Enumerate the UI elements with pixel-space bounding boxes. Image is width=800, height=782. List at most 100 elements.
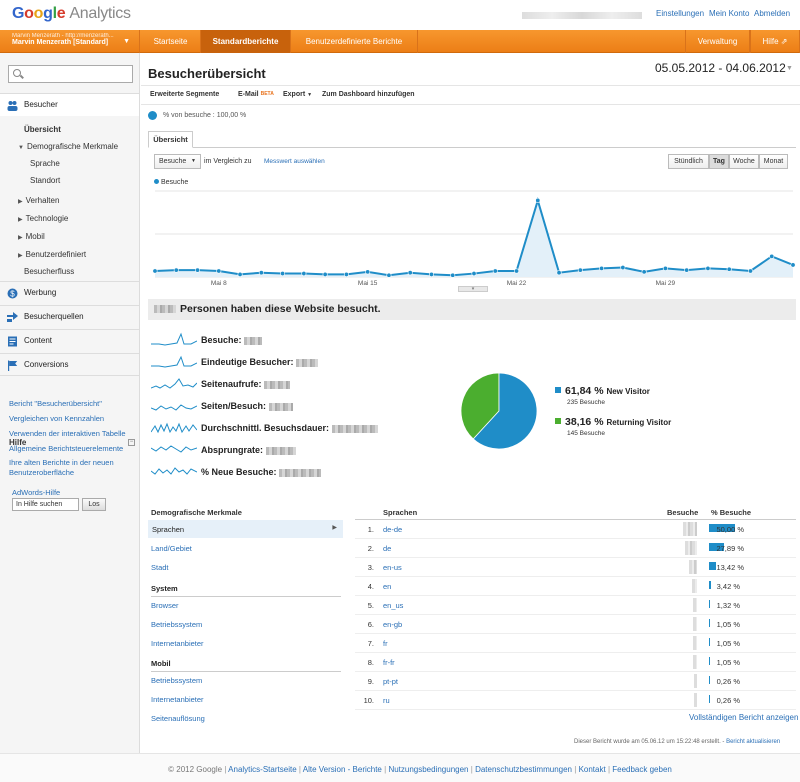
data-point[interactable] — [769, 253, 775, 259]
sidebar-item-advertising[interactable]: $ Werbung — [0, 281, 139, 304]
data-point[interactable] — [684, 267, 690, 273]
data-point[interactable] — [514, 268, 520, 274]
granularity-day[interactable]: Tag — [709, 154, 729, 169]
demographics-item-country[interactable]: Land/Gebiet — [151, 544, 192, 553]
help-search-button[interactable]: Los — [82, 498, 106, 511]
tab-overview[interactable]: Übersicht — [148, 131, 193, 148]
data-point[interactable] — [322, 271, 328, 277]
footer-link[interactable]: Kontakt — [578, 765, 606, 774]
help-link[interactable]: Allgemeine Berichtsteuerelemente — [9, 444, 124, 453]
data-point[interactable] — [556, 270, 562, 276]
data-point[interactable] — [620, 265, 626, 271]
data-point[interactable] — [662, 265, 668, 271]
pie-slice-new-visitor[interactable] — [472, 372, 538, 450]
advanced-segments-button[interactable]: Erweiterte Segmente — [150, 91, 220, 98]
add-to-dashboard-button[interactable]: Zum Dashboard hinzufügen — [322, 91, 415, 98]
sidebar-item-traffic-sources[interactable]: Besucherquellen — [0, 305, 139, 328]
language-link[interactable]: pt-pt — [383, 677, 399, 686]
sidebar-item-custom[interactable]: ▶ Benutzerdefiniert — [18, 250, 86, 259]
mobile-item-os[interactable]: Betriebssystem — [151, 676, 203, 685]
data-point[interactable] — [428, 271, 434, 277]
sidebar-item-language[interactable]: Sprache — [30, 159, 60, 168]
table-row[interactable]: 1. de-de 50,00 % — [355, 520, 796, 539]
data-point[interactable] — [280, 271, 286, 277]
data-point[interactable] — [237, 271, 243, 277]
tab-standard-reports[interactable]: Standardberichte — [201, 30, 291, 53]
visits-line-chart[interactable]: Mai 8 Mai 15 Mai 22 Mai 29 — [151, 189, 799, 287]
language-link[interactable]: de-de — [383, 525, 403, 534]
table-row[interactable]: 7. fr 1,05 % — [355, 634, 796, 653]
data-point[interactable] — [386, 272, 392, 278]
data-point[interactable] — [726, 266, 732, 272]
table-row[interactable]: 4. en 3,42 % — [355, 577, 796, 596]
table-row[interactable]: 5. en_us 1,32 % — [355, 596, 796, 615]
adwords-help-link[interactable]: AdWords-Hilfe — [12, 488, 61, 497]
data-point[interactable] — [641, 269, 647, 275]
sidebar-item-visitors[interactable]: Besucher — [0, 93, 139, 116]
footer-link[interactable]: Datenschutzbestimmungen — [475, 765, 573, 774]
data-point[interactable] — [152, 268, 158, 274]
table-row[interactable]: 10. ru 0,26 % — [355, 691, 796, 710]
help-link[interactable]: Verwenden der interaktiven Tabelle — [9, 429, 126, 438]
sidebar-item-content[interactable]: Content — [0, 329, 139, 352]
date-range-picker[interactable]: 05.05.2012 - 04.06.2012 — [655, 61, 786, 75]
table-row[interactable]: 9. pt-pt 0,26 % — [355, 672, 796, 691]
sidebar-item-location[interactable]: Standort — [30, 176, 61, 185]
profile-selector[interactable]: Marvin Menzerath - http://menzerath... M… — [0, 30, 140, 53]
data-point[interactable] — [343, 271, 349, 277]
language-link[interactable]: fr — [383, 639, 388, 648]
select-metric-link[interactable]: Messwert auswählen — [264, 158, 325, 165]
chart-resize-handle[interactable]: ▾ — [458, 286, 488, 292]
export-button[interactable]: Export ▼ — [283, 91, 312, 98]
data-point[interactable] — [195, 267, 201, 273]
sidebar-item-behavior[interactable]: ▶ Verhalten — [18, 196, 59, 205]
data-point[interactable] — [577, 267, 583, 273]
sidebar-item-flow[interactable]: Besucherfluss — [24, 267, 75, 276]
sidebar-item-overview[interactable]: Übersicht — [24, 125, 61, 134]
footer-link[interactable]: Nutzungsbedingungen — [388, 765, 469, 774]
demographics-item-city[interactable]: Stadt — [151, 563, 169, 572]
data-point[interactable] — [705, 265, 711, 271]
granularity-week[interactable]: Woche — [729, 154, 759, 169]
language-link[interactable]: en-us — [383, 563, 402, 572]
language-link[interactable]: ru — [383, 696, 390, 705]
data-point[interactable] — [790, 262, 796, 268]
data-point[interactable] — [173, 267, 179, 273]
data-point[interactable] — [301, 271, 307, 277]
sidebar-item-technology[interactable]: ▶ Technologie — [18, 214, 68, 223]
data-point[interactable] — [450, 272, 456, 278]
settings-link[interactable]: Einstellungen — [656, 9, 705, 18]
logout-link[interactable]: Abmelden — [754, 9, 791, 18]
data-point[interactable] — [535, 197, 541, 203]
demographics-item-languages[interactable]: Sprachen ▶ — [148, 520, 343, 538]
system-item-browser[interactable]: Browser — [151, 601, 179, 610]
help-search-input[interactable]: In Hilfe suchen — [12, 498, 79, 511]
footer-link[interactable]: Feedback geben — [612, 765, 672, 774]
tab-admin[interactable]: Verwaltung — [685, 30, 750, 53]
tab-home[interactable]: Startseite — [141, 30, 201, 53]
help-button[interactable]: Hilfe ⇗ — [750, 30, 800, 53]
system-item-os[interactable]: Betriebssystem — [151, 620, 203, 629]
footer-link[interactable]: Analytics-Startseite — [228, 765, 297, 774]
my-account-link[interactable]: Mein Konto — [709, 9, 750, 18]
help-link[interactable]: Vergleichen von Kennzahlen — [9, 414, 105, 423]
mobile-item-isp[interactable]: Internetanbieter — [151, 695, 204, 704]
refresh-report-link[interactable]: Bericht aktualisieren — [726, 739, 781, 745]
language-link[interactable]: en-gb — [383, 620, 403, 629]
full-report-link[interactable]: Vollständigen Bericht anzeigen — [689, 713, 799, 722]
data-point[interactable] — [747, 268, 753, 274]
tab-custom-reports[interactable]: Benutzerdefinierte Berichte — [291, 30, 418, 53]
data-point[interactable] — [492, 268, 498, 274]
data-point[interactable] — [258, 270, 264, 276]
table-row[interactable]: 8. fr-fr 1,05 % — [355, 653, 796, 672]
table-row[interactable]: 2. de 27,89 % — [355, 539, 796, 558]
system-item-isp[interactable]: Internetanbieter — [151, 639, 204, 648]
metric-select[interactable]: Besuche ▼ — [154, 154, 201, 169]
email-button[interactable]: E-Mail BETA — [238, 91, 274, 98]
new-vs-returning-pie[interactable] — [459, 371, 539, 451]
mobile-item-resolution[interactable]: Seitenauflösung — [151, 714, 205, 723]
help-link[interactable]: Bericht "Besucherübersicht" — [9, 399, 102, 408]
language-link[interactable]: en_us — [383, 601, 404, 610]
granularity-month[interactable]: Monat — [759, 154, 788, 169]
language-link[interactable]: en — [383, 582, 392, 591]
